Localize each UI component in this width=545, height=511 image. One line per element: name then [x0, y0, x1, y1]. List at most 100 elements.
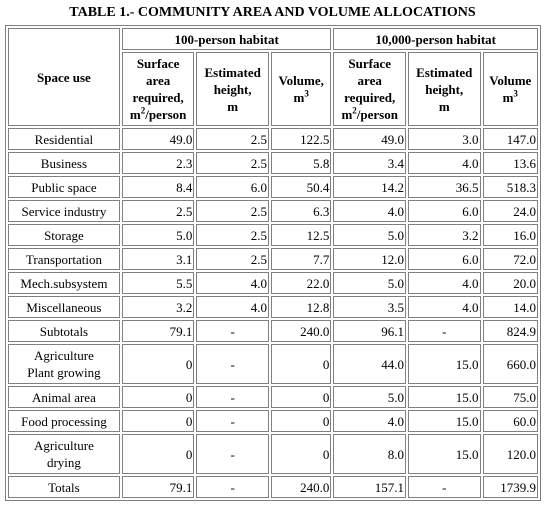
- table-row: Food processing 0 - 0 4.0 15.0 60.0: [8, 410, 538, 432]
- cell-surface-10000: 49.0: [333, 128, 406, 150]
- table-row: Storage 5.0 2.5 12.5 5.0 3.2 16.0: [8, 224, 538, 246]
- cell-volume-10000: 20.0: [482, 272, 538, 294]
- cell-volume-100: 240.0: [270, 476, 332, 498]
- cell-surface-100: 8.4: [121, 176, 195, 198]
- cell-surface-10000: 4.0: [333, 410, 406, 432]
- cell-height-10000: 3.2: [407, 224, 481, 246]
- row-label: Totals: [8, 476, 120, 498]
- cell-height-10000: 15.0: [407, 386, 481, 408]
- cell-surface-10000: 3.4: [333, 152, 406, 174]
- cell-surface-100: 0: [121, 386, 195, 408]
- cell-height-10000: 4.0: [407, 152, 481, 174]
- header-volume-10000: Volume m3: [482, 52, 538, 126]
- cell-surface-10000: 5.0: [333, 386, 406, 408]
- cell-volume-10000: 660.0: [482, 344, 538, 384]
- cell-volume-10000: 75.0: [482, 386, 538, 408]
- cell-height-100: -: [196, 320, 269, 342]
- cell-volume-10000: 16.0: [482, 224, 538, 246]
- cell-volume-10000: 147.0: [482, 128, 538, 150]
- cell-volume-100: 22.0: [270, 272, 332, 294]
- cell-height-10000: 4.0: [407, 296, 481, 318]
- table-row: Transportation 3.1 2.5 7.7 12.0 6.0 72.0: [8, 248, 538, 270]
- cell-height-100: 2.5: [196, 248, 269, 270]
- cell-surface-10000: 96.1: [333, 320, 406, 342]
- row-label: Subtotals: [8, 320, 120, 342]
- table-row: Residential 49.0 2.5 122.5 49.0 3.0 147.…: [8, 128, 538, 150]
- cell-volume-10000: 72.0: [482, 248, 538, 270]
- row-label: Residential: [8, 128, 120, 150]
- row-label: Storage: [8, 224, 120, 246]
- cell-volume-100: 0: [270, 410, 332, 432]
- cell-height-10000: 15.0: [407, 434, 481, 474]
- cell-height-100: -: [196, 410, 269, 432]
- cell-surface-100: 5.0: [121, 224, 195, 246]
- cell-volume-10000: 60.0: [482, 410, 538, 432]
- table-row: Service industry 2.5 2.5 6.3 4.0 6.0 24.…: [8, 200, 538, 222]
- row-label: Public space: [8, 176, 120, 198]
- table-row: Miscellaneous 3.2 4.0 12.8 3.5 4.0 14.0: [8, 296, 538, 318]
- table-row: Agriculture drying 0 - 0 8.0 15.0 120.0: [8, 434, 538, 474]
- cell-height-100: -: [196, 476, 269, 498]
- cell-volume-100: 0: [270, 344, 332, 384]
- cell-surface-100: 5.5: [121, 272, 195, 294]
- cell-volume-100: 6.3: [270, 200, 332, 222]
- cell-height-100: 2.5: [196, 224, 269, 246]
- cell-volume-100: 5.8: [270, 152, 332, 174]
- table-title: TABLE 1.- COMMUNITY AREA AND VOLUME ALLO…: [69, 5, 476, 20]
- cell-volume-100: 240.0: [270, 320, 332, 342]
- row-label: Agriculture drying: [8, 434, 120, 474]
- table-row: Public space 8.4 6.0 50.4 14.2 36.5 518.…: [8, 176, 538, 198]
- cell-height-10000: 6.0: [407, 200, 481, 222]
- table-row: Agriculture Plant growing 0 - 0 44.0 15.0…: [8, 344, 538, 384]
- row-label: Business: [8, 152, 120, 174]
- cell-surface-10000: 157.1: [333, 476, 406, 498]
- header-space-use: Space use: [8, 28, 120, 126]
- cell-surface-100: 0: [121, 410, 195, 432]
- cell-surface-100: 79.1: [121, 476, 195, 498]
- cell-surface-100: 3.2: [121, 296, 195, 318]
- cell-surface-10000: 5.0: [333, 272, 406, 294]
- cell-height-10000: 36.5: [407, 176, 481, 198]
- table-row: Business 2.3 2.5 5.8 3.4 4.0 13.6: [8, 152, 538, 174]
- table-row: Animal area 0 - 0 5.0 15.0 75.0: [8, 386, 538, 408]
- cell-height-100: 2.5: [196, 200, 269, 222]
- cell-height-100: 6.0: [196, 176, 269, 198]
- cell-surface-10000: 12.0: [333, 248, 406, 270]
- cell-surface-10000: 8.0: [333, 434, 406, 474]
- row-label: Mech.subsystem: [8, 272, 120, 294]
- cell-volume-10000: 824.9: [482, 320, 538, 342]
- cell-surface-100: 2.3: [121, 152, 195, 174]
- cell-height-100: 4.0: [196, 272, 269, 294]
- cell-surface-10000: 4.0: [333, 200, 406, 222]
- row-label: Miscellaneous: [8, 296, 120, 318]
- header-surface-area-10000: Surface area required, m2/person: [333, 52, 406, 126]
- cell-height-10000: 15.0: [407, 344, 481, 384]
- allocation-table: Space use 100-person habitat 10,000-pers…: [5, 25, 541, 501]
- cell-volume-10000: 13.6: [482, 152, 538, 174]
- table-row: Mech.subsystem 5.5 4.0 22.0 5.0 4.0 20.0: [8, 272, 538, 294]
- cell-height-10000: -: [407, 476, 481, 498]
- cell-height-100: 4.0: [196, 296, 269, 318]
- header-volume-100: Volume, m3: [270, 52, 332, 126]
- cell-volume-100: 0: [270, 434, 332, 474]
- row-label: Food processing: [8, 410, 120, 432]
- cell-volume-100: 12.8: [270, 296, 332, 318]
- header-height-10000: Estimated height, m: [407, 52, 481, 126]
- cell-surface-100: 2.5: [121, 200, 195, 222]
- cell-height-10000: 4.0: [407, 272, 481, 294]
- cell-surface-10000: 3.5: [333, 296, 406, 318]
- cell-surface-10000: 14.2: [333, 176, 406, 198]
- cell-volume-100: 0: [270, 386, 332, 408]
- cell-surface-10000: 5.0: [333, 224, 406, 246]
- cell-height-10000: 3.0: [407, 128, 481, 150]
- cell-height-100: -: [196, 434, 269, 474]
- row-label: Agriculture Plant growing: [8, 344, 120, 384]
- cell-volume-10000: 24.0: [482, 200, 538, 222]
- cell-volume-100: 12.5: [270, 224, 332, 246]
- cell-volume-10000: 14.0: [482, 296, 538, 318]
- cell-surface-100: 0: [121, 434, 195, 474]
- row-label: Service industry: [8, 200, 120, 222]
- row-label: Transportation: [8, 248, 120, 270]
- row-label: Animal area: [8, 386, 120, 408]
- cell-volume-10000: 120.0: [482, 434, 538, 474]
